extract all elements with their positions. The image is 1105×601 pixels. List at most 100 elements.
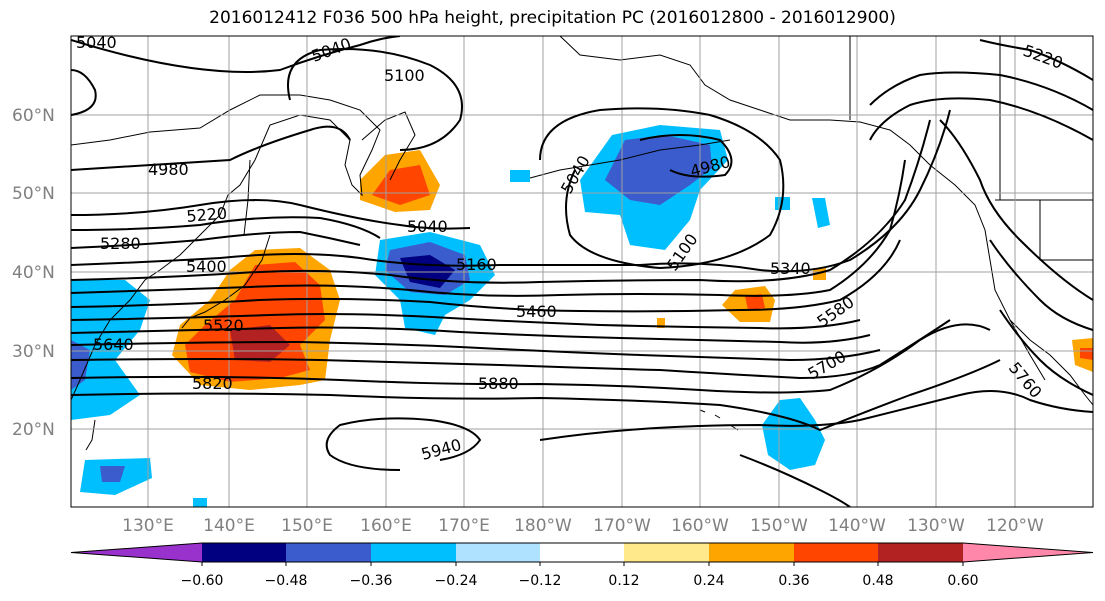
lat-label: 50°N [12,184,55,204]
lon-label: 130°E [122,516,174,536]
lat-label: 40°N [12,263,55,283]
colorbar-segment [202,543,286,562]
map-title: 2016012412 F036 500 hPa height, precipit… [209,8,896,28]
contour-label: 5100 [384,66,425,85]
contour-line [71,36,401,73]
contour-line [71,216,381,239]
colorbar-tick: −0.48 [265,573,308,589]
precip-positive-area [745,294,765,310]
contour-label: 5640 [93,335,134,354]
colorbar-tick: 0.24 [693,573,724,589]
contour-label: 5160 [456,255,497,274]
lon-label: 180°W [514,516,572,536]
colorbar-segment [709,543,794,562]
contour-line [539,107,785,270]
map-frame [70,35,1094,508]
precip-negative-area [605,135,712,205]
contour-label: 5400 [186,257,227,276]
colorbar-segment [963,543,1093,562]
colorbar-tick: −0.24 [435,573,478,589]
contour-line [71,69,97,116]
contour-line [325,417,482,471]
contour-line [869,71,1093,111]
contour-line [71,313,861,330]
contour-line [71,326,871,344]
colorbar-tick-labels: −0.60 −0.48 −0.36 −0.24 −0.12 0.12 0.24 … [181,573,979,589]
contour-line [989,239,1093,331]
contour-line [739,454,851,507]
lon-label: 140°W [828,516,886,536]
coastline-taiwan [85,419,96,451]
precip-positive-area [230,325,290,362]
longitude-labels: 130°E 140°E 150°E 160°E 170°E 180°W 170°… [122,516,1044,536]
latitude-labels: 60°N 50°N 40°N 30°N 20°N [12,106,55,440]
contour-label: 4980 [148,160,189,179]
contour-label: 5040 [76,33,117,52]
lon-label: 140°E [203,516,255,536]
colorbar-tick: −0.36 [350,573,393,589]
colorbar-tick: 0.60 [947,573,978,589]
colorbar-segment [540,543,624,562]
contour-label: 5040 [407,217,448,236]
lat-label: 30°N [12,342,55,362]
precip-positive-area [185,262,325,382]
colorbar-tick: −0.12 [519,573,562,589]
colorbar-segment [71,543,202,562]
contour-label: 5460 [516,302,557,321]
contour-line [71,125,351,171]
contour-line [71,199,471,230]
height-contours [71,36,1093,507]
contour-line [71,230,361,249]
precip-negative-area [71,280,150,420]
colorbar-segment [371,543,456,562]
lat-label: 60°N [12,106,55,126]
contour-line [71,159,906,297]
contour-line [71,323,991,394]
contour-line [979,39,1093,81]
lon-label: 130°W [907,516,965,536]
contour-line [71,340,881,362]
colorbar-segment [456,543,540,562]
contour-line [71,319,951,380]
coastline-alaska [559,36,1093,406]
contour-label: 5220 [186,204,228,226]
contour-line [639,134,733,178]
lon-label: 150°E [281,516,333,536]
colorbar-segment [878,543,963,562]
colorbar-tick: 0.36 [778,573,809,589]
contour-label: 5520 [203,316,244,335]
contour-line [999,309,1093,396]
contour-line [287,48,463,151]
lon-label: 160°W [671,516,729,536]
colorbar-segment [794,543,878,562]
contour-line [71,239,901,313]
lon-label: 170°W [593,516,651,536]
contour-line [539,390,1093,441]
precip-negative-area [510,170,530,182]
colorbar-tick: −0.60 [181,573,224,589]
colorbar-segment [286,543,371,562]
lon-label: 150°W [750,516,808,536]
precip-negative-area [193,498,207,507]
contour-line [939,119,1093,301]
lon-label: 120°W [986,516,1044,536]
colorbar-tick: 0.48 [862,573,893,589]
contour-line [71,119,931,284]
contour-label: 5820 [192,374,233,393]
lon-label: 160°E [360,516,412,536]
contour-labels: 5040 5040 5100 5220 4980 5220 5280 5400 … [76,33,1065,464]
contour-line [71,109,951,273]
contour-label: 5340 [770,259,811,278]
contour-label: 5280 [100,234,141,253]
lon-label: 170°E [438,516,490,536]
coastline-kamchatka [361,111,416,181]
contour-line [869,97,1093,141]
colorbar-tick: 0.12 [608,573,639,589]
lat-label: 20°N [12,420,55,440]
precip-negative-area [100,466,125,482]
contour-label: 5880 [478,374,519,393]
precip-negative-area [812,198,830,228]
colorbar-segment [624,543,709,562]
